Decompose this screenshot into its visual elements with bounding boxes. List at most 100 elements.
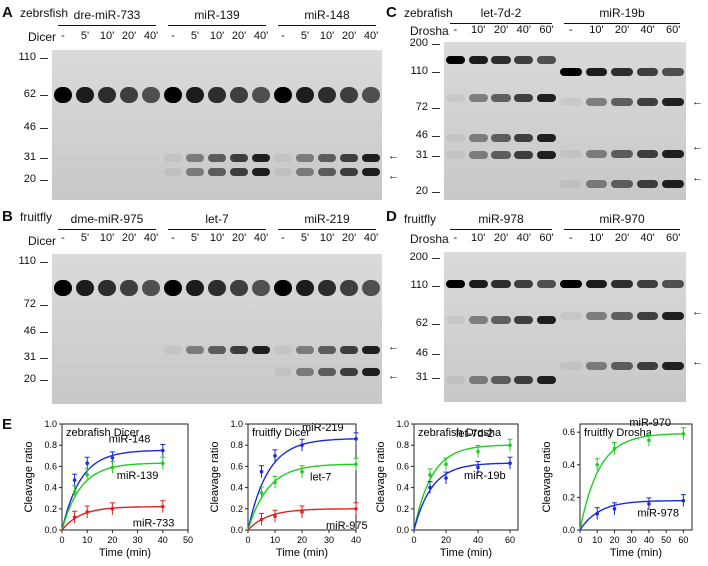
gel-band	[251, 280, 271, 296]
gel-band	[163, 168, 183, 176]
x-tick-label: 50	[183, 535, 193, 545]
y-tick-label: 0.0	[396, 525, 409, 535]
marker-tick	[40, 305, 48, 306]
gel-band	[273, 87, 293, 103]
chart-title: zebrafish Dicer	[66, 427, 140, 439]
gel-band	[445, 94, 465, 102]
lane-label: -	[568, 232, 573, 244]
gel-band	[251, 87, 271, 103]
gel-band	[560, 150, 582, 158]
lane-label: 10'	[589, 232, 604, 244]
data-point	[595, 462, 600, 467]
gel-band	[560, 280, 582, 288]
data-point	[273, 454, 277, 458]
x-tick-label: 40	[473, 535, 483, 545]
panel-letter-a: A	[2, 4, 13, 21]
gel-band	[75, 280, 95, 296]
gel-band	[229, 87, 249, 103]
gel-band	[491, 56, 511, 64]
marker-tick	[40, 58, 48, 59]
gel-band	[207, 154, 227, 162]
gel-band	[361, 280, 381, 296]
marker-tick	[40, 95, 48, 96]
gel-band	[317, 154, 337, 162]
plot-frame	[61, 423, 189, 531]
lane-label: 20'	[121, 232, 137, 244]
y-tick-label: 0.0	[230, 525, 243, 535]
data-point	[85, 461, 89, 466]
data-point	[300, 443, 304, 447]
marker-tick	[432, 378, 440, 379]
data-point	[428, 485, 432, 490]
gel-band	[468, 280, 488, 288]
gel-band	[207, 346, 227, 354]
band-arrow-icon: ←	[388, 341, 399, 353]
lane-label: -	[281, 232, 285, 244]
data-point	[161, 461, 165, 466]
gel-band	[611, 280, 633, 288]
data-point	[85, 473, 89, 477]
marker-label: 110	[18, 255, 36, 267]
lane-label: -	[453, 232, 458, 244]
y-tick-label: 1.0	[230, 419, 243, 429]
x-tick-label: 60	[505, 535, 515, 545]
gel-band	[537, 56, 557, 64]
gel-band	[163, 87, 183, 103]
marker-label: 20	[415, 185, 428, 197]
data-point	[647, 502, 651, 506]
gel-band	[295, 368, 315, 376]
lane-label: 10'	[99, 232, 115, 244]
marker-tick	[40, 380, 48, 381]
marker-label: 31	[415, 371, 428, 383]
y-tick-label: 0.6	[230, 461, 243, 471]
gel-band	[445, 134, 465, 142]
gel-band	[361, 154, 381, 162]
band-arrow-icon: ←	[692, 356, 703, 368]
gel-band	[119, 280, 139, 296]
x-tick-label: 40	[644, 535, 654, 545]
gel-band	[273, 368, 293, 376]
gel-band	[97, 87, 117, 103]
y-tick-label: 0.2	[230, 504, 243, 514]
gel-band	[53, 87, 73, 103]
species-label-c: zebrafish	[404, 6, 453, 20]
group-label: let-7	[205, 212, 229, 226]
series-label: let-7d-2	[456, 428, 493, 440]
marker-tick	[432, 136, 440, 137]
lane-label: -	[453, 24, 458, 36]
gel-band	[361, 87, 381, 103]
lane-label: 60'	[666, 232, 681, 244]
gel-band	[514, 94, 534, 102]
lane-label: 5'	[190, 232, 200, 244]
gel-band	[339, 87, 359, 103]
gel-band	[251, 346, 271, 354]
gel-band	[585, 280, 608, 288]
gel-band	[445, 56, 465, 64]
x-tick-label: 50	[661, 535, 671, 545]
gel-band	[445, 280, 465, 288]
lane-label: 20'	[231, 30, 247, 42]
group-underline	[450, 229, 552, 230]
gel-band	[163, 154, 183, 162]
marker-tick	[432, 258, 440, 259]
gel-band	[636, 98, 659, 106]
x-tick-label: 20	[609, 535, 619, 545]
x-tick-label: 60	[678, 535, 688, 545]
data-point	[681, 431, 686, 436]
y-tick-label: 0.6	[396, 461, 409, 471]
series-label: miR-219	[302, 422, 344, 434]
y-tick-label: 0.8	[230, 440, 243, 450]
y-tick-label: 0.4	[396, 483, 409, 493]
data-point	[85, 510, 89, 514]
data-point	[110, 456, 115, 460]
series-line	[579, 433, 684, 531]
gel-band	[468, 56, 488, 64]
group-underline	[278, 25, 376, 26]
gel-band	[662, 68, 684, 76]
gel-band	[207, 280, 227, 296]
gel-band	[662, 180, 684, 188]
group-underline	[168, 25, 266, 26]
gel-band	[339, 154, 359, 162]
band-arrow-icon: ←	[692, 141, 703, 153]
gel-band	[185, 168, 205, 176]
